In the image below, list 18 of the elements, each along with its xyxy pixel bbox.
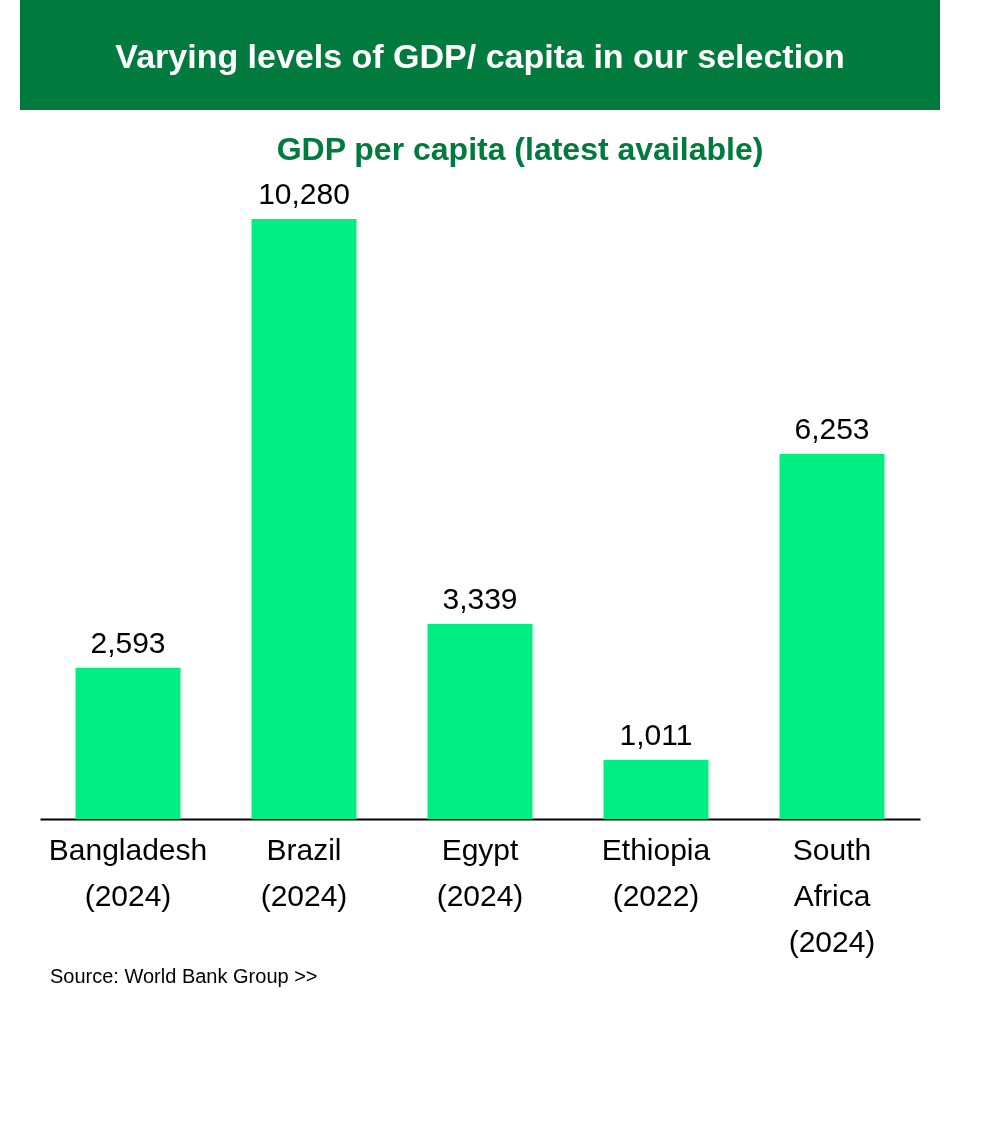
bar bbox=[603, 759, 709, 819]
data-label: 1,011 bbox=[619, 717, 693, 751]
x-tick-label: Ethiopia (2022) bbox=[601, 832, 711, 912]
bar bbox=[75, 667, 181, 819]
data-label: 10,280 bbox=[258, 177, 350, 210]
x-tick-label: Egypt (2024) bbox=[436, 832, 524, 912]
x-tick-label: Brazil (2024) bbox=[260, 832, 348, 912]
chart-subtitle: GDP per capita (latest available) bbox=[276, 131, 764, 167]
x-tick-label: South Africa (2024) bbox=[788, 832, 876, 958]
data-label: 6,253 bbox=[794, 412, 870, 446]
bar bbox=[779, 454, 885, 819]
source-note: Source: World Bank Group >> bbox=[50, 965, 318, 987]
bar bbox=[251, 219, 357, 819]
data-label: 2,593 bbox=[90, 625, 166, 659]
x-tick-label: Bangladesh (2024) bbox=[48, 832, 208, 912]
bar bbox=[427, 624, 533, 819]
chart-title: Varying levels of GDP/ capita in our selection bbox=[115, 37, 845, 75]
data-label: 3,339 bbox=[442, 582, 518, 616]
